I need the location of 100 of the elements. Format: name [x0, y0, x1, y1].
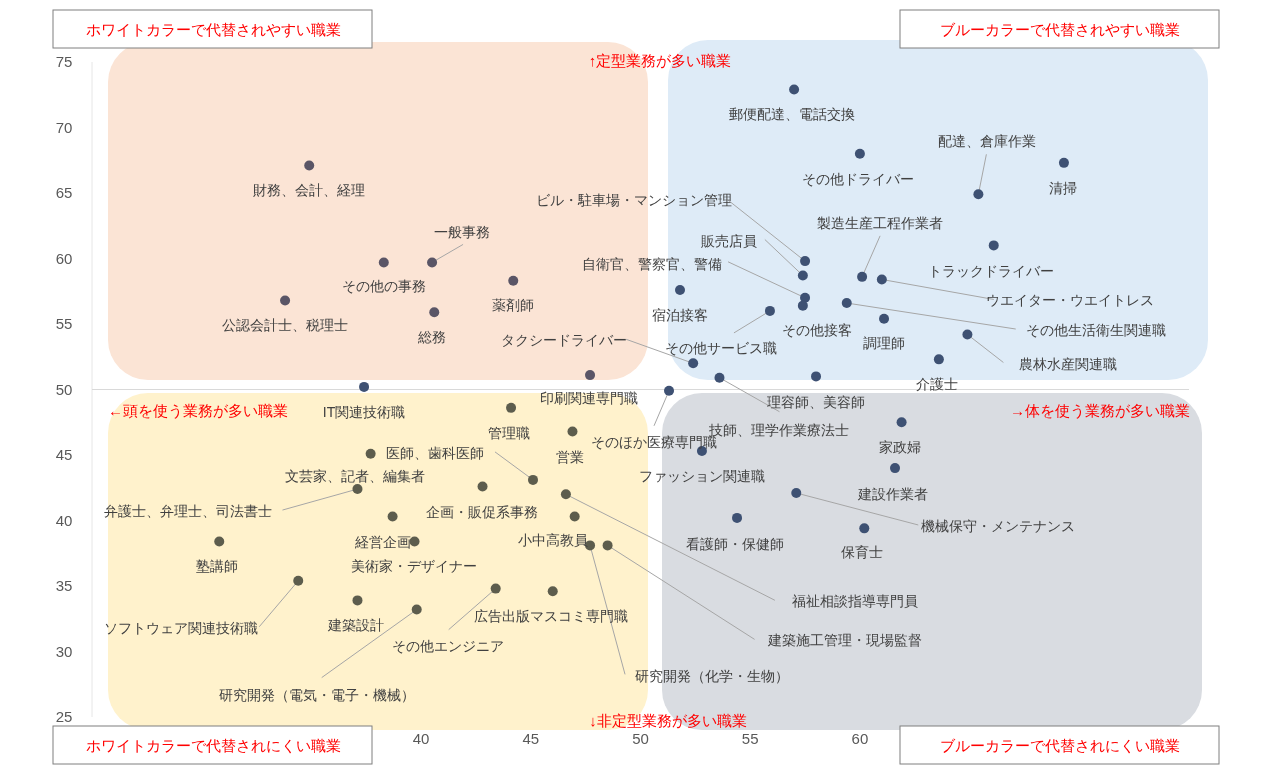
- annotation: 財務、会計、経理: [253, 182, 366, 199]
- point: [688, 358, 699, 369]
- text: ホワイトカラーで代替されやすい職業: [85, 21, 341, 38]
- y-tick-label: 55: [55, 315, 73, 332]
- annotation: 建設作業者: [857, 486, 928, 503]
- annotation: ソフトウェア関連技術職: [104, 619, 259, 636]
- point: [429, 307, 440, 318]
- point: [508, 275, 519, 286]
- point: [714, 372, 725, 383]
- annotation: 管理職: [488, 424, 531, 441]
- point: [797, 270, 808, 281]
- annotation: 公認会計士、税理士: [222, 317, 349, 334]
- annotation: 薬剤師: [492, 296, 535, 313]
- text: ブルーカラーで代替されにくい職業: [940, 737, 1180, 754]
- point: [527, 474, 538, 485]
- annotation: その他の事務: [341, 278, 426, 295]
- annotation: 塾講師: [196, 558, 239, 575]
- annotation: ファッション関連職: [638, 468, 765, 485]
- y-tick-label: 70: [55, 118, 73, 136]
- y-tick-label: 40: [55, 511, 73, 529]
- annotation: 配達、倉庫作業: [938, 133, 1037, 150]
- annotation: 理容師、美容師: [767, 394, 866, 411]
- point: [280, 295, 291, 306]
- annotation: 家政婦: [878, 439, 921, 456]
- annotation: IT関連技術職: [322, 403, 406, 420]
- annotation: 自衛官、警察官、警備: [582, 255, 723, 272]
- annotation: その他サービス職: [664, 339, 777, 356]
- point: [797, 300, 808, 311]
- point: [854, 148, 865, 159]
- annotation: 研究開発（電気・電子・機械）: [218, 686, 415, 703]
- text: ホワイトカラーで代替されにくい職業: [85, 737, 341, 754]
- annotation: 郵便配達、電話交換: [729, 105, 856, 122]
- point: [890, 463, 900, 474]
- annotation: 宿泊接客: [651, 306, 708, 323]
- annotation: →体を使う業務が多い職業: [1010, 402, 1190, 419]
- annotation: 保育士: [841, 544, 884, 561]
- point: [427, 257, 438, 268]
- annotation: 経営企画: [353, 533, 411, 550]
- point: [896, 417, 907, 428]
- point: [789, 84, 800, 95]
- annotation: 福祉相談指導専門員: [791, 593, 918, 610]
- point: [876, 274, 887, 285]
- annotation: 営業: [556, 449, 585, 466]
- annotation: 機械保守・メンテナンス: [921, 517, 1076, 534]
- y-tick-label: 25: [55, 708, 73, 725]
- y-tick-label: 75: [55, 53, 73, 70]
- text: ブルーカラーで代替されやすい職業: [940, 21, 1180, 38]
- x-tick-label: 55: [741, 730, 759, 747]
- x-tick-label: 60: [851, 730, 869, 747]
- point: [664, 385, 675, 396]
- point: [674, 284, 685, 295]
- annotation: 美術家・デザイナー: [350, 558, 477, 575]
- x-tick-label: 50: [632, 730, 649, 747]
- annotation: 印刷関連専門職: [540, 390, 639, 407]
- annotation: 総務: [417, 329, 447, 346]
- annotation: その他エンジニア: [391, 637, 504, 654]
- annotation: 製造生産工程作業者: [817, 214, 944, 231]
- point: [811, 371, 822, 382]
- point: [857, 271, 868, 282]
- annotation: ウエイター・ウエイトレス: [985, 292, 1154, 309]
- annotation: トラックドライバー: [927, 263, 1054, 280]
- annotation: 広告出版マスコミ専門職: [473, 608, 628, 625]
- point: [506, 402, 517, 413]
- point: [411, 604, 422, 615]
- annotation: 看護師・保健師: [686, 535, 785, 552]
- point: [387, 511, 398, 522]
- point: [567, 426, 578, 437]
- point: [988, 240, 999, 251]
- point: [859, 523, 870, 534]
- point: [764, 305, 775, 316]
- y-tick-label: 65: [55, 184, 73, 201]
- point: [214, 536, 225, 547]
- y-tick-label: 50: [55, 380, 73, 398]
- annotation: 一般事務: [434, 224, 491, 241]
- annotation: その他ドライバー: [801, 170, 914, 187]
- point: [732, 512, 743, 523]
- y-tick-label: 60: [55, 249, 73, 267]
- y-tick-label: 30: [55, 642, 73, 660]
- point: [293, 575, 304, 586]
- point: [359, 381, 370, 392]
- annotation: 建築施工管理・現場監督: [766, 632, 922, 649]
- annotation: その他生活衛生関連職: [1025, 322, 1166, 339]
- point: [800, 256, 811, 267]
- annotation: ←頭を使う業務が多い職業: [108, 402, 288, 419]
- y-tick-label: 35: [55, 577, 73, 594]
- point: [962, 329, 973, 340]
- point: [791, 487, 802, 498]
- point: [569, 511, 580, 522]
- point: [352, 484, 363, 495]
- point: [933, 354, 944, 365]
- y-tick-label: 45: [55, 446, 73, 463]
- x-tick-label: 45: [522, 730, 540, 747]
- annotation: 販売店員: [700, 232, 757, 249]
- point: [547, 586, 558, 597]
- annotation: タクシードライバー: [501, 332, 628, 349]
- point: [304, 160, 315, 171]
- point: [490, 583, 501, 594]
- point: [560, 489, 571, 500]
- annotation: 医師、歯科医師: [385, 444, 484, 461]
- annotation: 小中高教員: [517, 531, 588, 548]
